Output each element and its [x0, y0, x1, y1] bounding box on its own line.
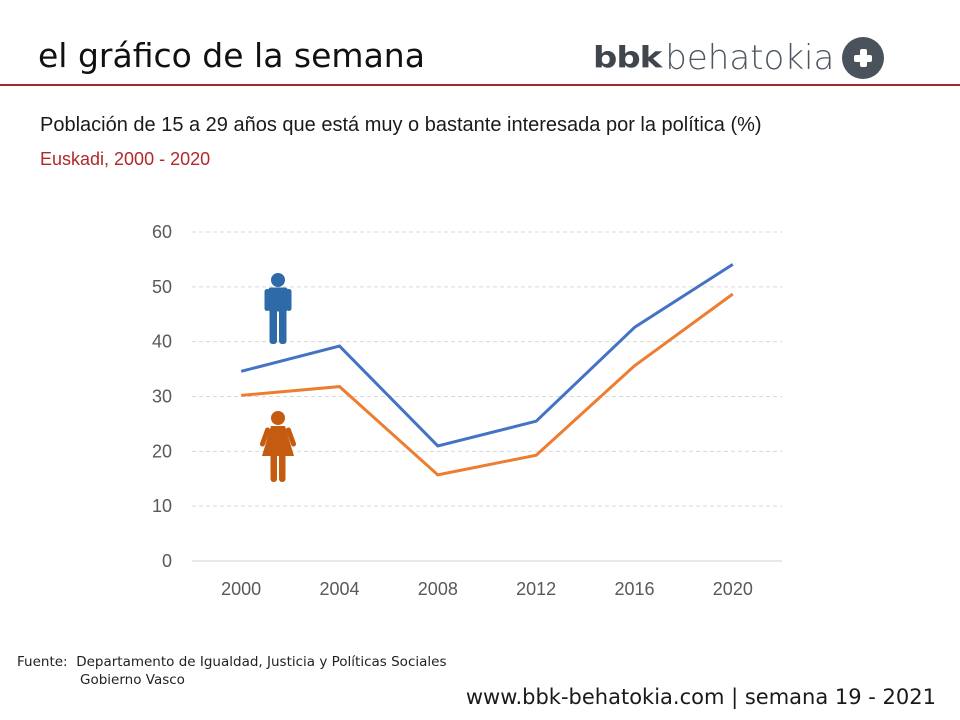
x-tick-label: 2020 — [713, 579, 753, 599]
bbk-behatokia-logo[interactable]: bbk behatokia — [593, 36, 885, 80]
source-label: Fuente: — [17, 654, 68, 670]
source-org-2: Gobierno Vasco — [80, 672, 185, 688]
y-axis-ticks: 0 10 20 30 40 50 60 — [152, 222, 172, 571]
series-lines — [240, 263, 734, 477]
legend-icons — [259, 273, 297, 482]
x-tick-label: 2016 — [614, 579, 654, 599]
series-line-mujeres — [241, 292, 734, 477]
series-line-hombres — [240, 263, 734, 448]
y-tick-label: 30 — [152, 387, 172, 407]
header-divider — [0, 84, 960, 86]
logo-behatokia-text: behatokia — [665, 38, 835, 78]
gridlines — [192, 231, 782, 562]
x-tick-label: 2012 — [516, 579, 556, 599]
y-tick-label: 20 — [152, 441, 172, 461]
chart-title: Población de 15 a 29 años que está muy o… — [40, 114, 762, 136]
source-note: Fuente: Departamento de Igualdad, Justic… — [17, 653, 446, 689]
chart-subtitle: Euskadi, 2000 - 2020 — [40, 149, 211, 169]
source-org-1: Departamento de Igualdad, Justicia y Pol… — [76, 654, 447, 670]
y-tick-label: 0 — [162, 551, 172, 571]
section-title: el gráfico de la semana — [38, 36, 425, 75]
x-tick-label: 2004 — [319, 579, 359, 599]
plus-circle-icon — [842, 37, 885, 79]
footer-url-week[interactable]: www.bbk-behatokia.com | semana 19 - 2021 — [465, 685, 936, 709]
x-tick-label: 2000 — [221, 579, 261, 599]
y-tick-label: 60 — [152, 222, 172, 242]
y-tick-label: 50 — [152, 277, 172, 297]
female-figure-icon — [259, 411, 297, 482]
logo-bbk-text: bbk — [593, 41, 662, 75]
y-tick-label: 10 — [152, 496, 172, 516]
y-tick-label: 40 — [152, 332, 172, 352]
x-tick-label: 2008 — [418, 579, 458, 599]
x-axis-ticks: 2000 2004 2008 2012 2016 2020 — [221, 579, 753, 599]
male-figure-icon — [264, 273, 292, 344]
